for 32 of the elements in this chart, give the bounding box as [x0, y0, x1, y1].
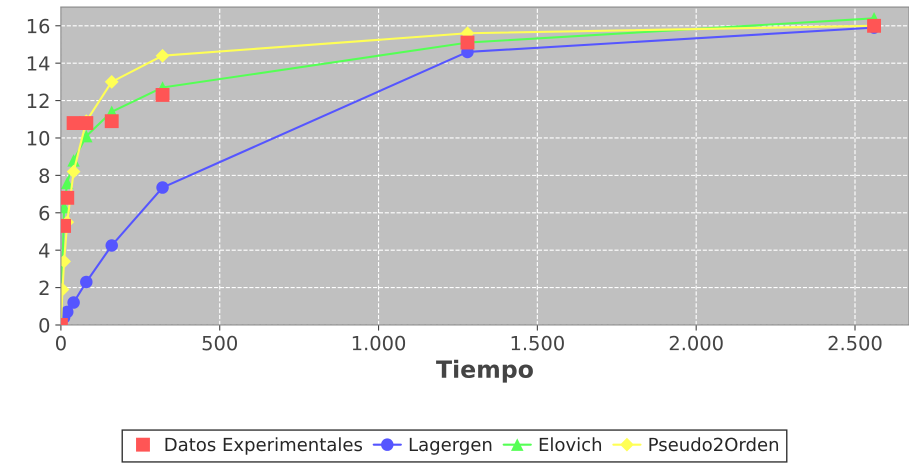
- x-tick-label: 1.500: [512, 336, 564, 350]
- point: [66, 116, 81, 130]
- legend-label: Lagergen: [410, 438, 492, 455]
- legend-label: Elovich: [540, 437, 602, 452]
- point: [80, 276, 93, 288]
- legend-label: Pseudo2Orden: [649, 437, 778, 452]
- point: [67, 296, 80, 309]
- y-tick-label: 2: [40, 280, 49, 295]
- point: [105, 239, 118, 252]
- x-tick-label: 0: [56, 336, 66, 350]
- y-tick-label: 0: [39, 318, 50, 333]
- x-axis-title: Tiempo: [436, 360, 533, 383]
- point: [61, 176, 74, 190]
- x-tick-label: 2.000: [670, 336, 723, 350]
- point: [66, 164, 80, 179]
- point: [156, 48, 170, 63]
- x-tick-label: 2.500: [828, 336, 882, 350]
- y-tick-label: 14: [28, 56, 50, 71]
- y-tick-label: 6: [39, 206, 50, 220]
- y-tick-label: 8: [39, 168, 50, 184]
- point: [60, 190, 74, 205]
- x-tick-label: 1.000: [352, 336, 406, 350]
- y-tick-label: 12: [28, 94, 49, 108]
- point: [104, 74, 119, 89]
- y-tick-label: 16: [28, 18, 50, 34]
- x-tick-label: 500: [202, 336, 237, 350]
- y-tick-label: 10: [28, 130, 50, 146]
- point: [156, 181, 169, 194]
- point: [156, 88, 170, 102]
- point: [104, 114, 119, 128]
- legend-label: Datos Experimentales: [166, 437, 362, 455]
- y-tick-label: 4: [39, 243, 50, 258]
